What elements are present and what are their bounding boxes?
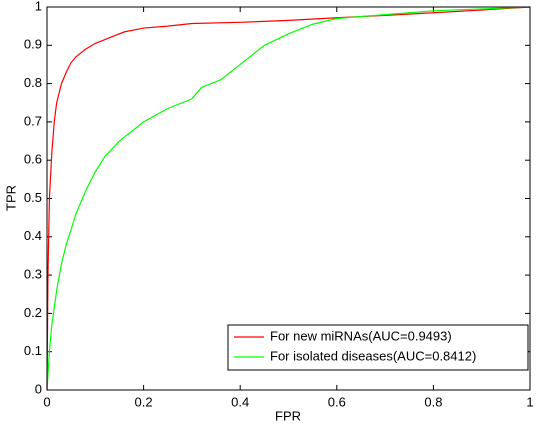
x-tick-label: 1 bbox=[526, 394, 533, 409]
y-tick-label: 0.9 bbox=[24, 37, 42, 52]
y-tick-label: 0 bbox=[35, 381, 42, 396]
y-tick-label: 0.2 bbox=[24, 305, 42, 320]
plot-frame bbox=[46, 6, 531, 391]
x-tick-label: 0.4 bbox=[231, 394, 249, 409]
y-tick-label: 0.7 bbox=[24, 113, 42, 128]
x-tick-label: 0.6 bbox=[328, 394, 346, 409]
roc-curve bbox=[46, 6, 531, 391]
legend-label: For isolated diseases(AUC=0.8412) bbox=[270, 348, 476, 363]
x-tick-label: 0 bbox=[43, 394, 50, 409]
y-tick-label: 0.4 bbox=[24, 228, 42, 243]
y-tick-label: 0.1 bbox=[24, 343, 42, 358]
y-tick-label: 0.6 bbox=[24, 152, 42, 167]
roc-curve bbox=[46, 6, 531, 391]
y-tick-label: 0.8 bbox=[24, 75, 42, 90]
x-axis-label: FPR bbox=[275, 408, 301, 423]
x-tick-label: 0.8 bbox=[424, 394, 442, 409]
y-axis-label: TPR bbox=[3, 185, 18, 211]
y-tick-label: 0.5 bbox=[24, 190, 42, 205]
legend-box bbox=[227, 324, 529, 371]
y-tick-label: 0.3 bbox=[24, 267, 42, 282]
y-tick-label: 1 bbox=[35, 0, 42, 13]
legend-label: For new miRNAs(AUC=0.9493) bbox=[270, 328, 452, 343]
x-tick-label: 0.2 bbox=[135, 394, 153, 409]
legend: For new miRNAs(AUC=0.9493) For isolated d… bbox=[227, 324, 529, 371]
